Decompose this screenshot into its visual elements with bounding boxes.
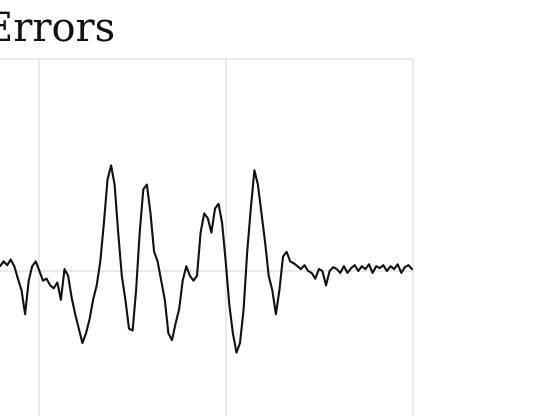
chart-title: Errors bbox=[0, 5, 116, 51]
plot-area-frame bbox=[0, 58, 414, 416]
series-line bbox=[0, 164, 414, 354]
